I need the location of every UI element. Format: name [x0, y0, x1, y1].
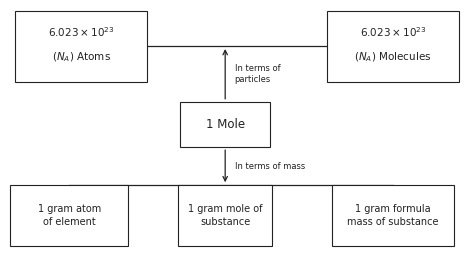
Text: 1 gram mole of
substance: 1 gram mole of substance	[188, 204, 263, 227]
FancyBboxPatch shape	[180, 102, 270, 147]
FancyBboxPatch shape	[178, 185, 273, 246]
FancyBboxPatch shape	[331, 185, 455, 246]
Text: In terms of
particles: In terms of particles	[235, 64, 280, 84]
FancyBboxPatch shape	[327, 11, 459, 82]
Text: 1 gram formula
mass of substance: 1 gram formula mass of substance	[347, 204, 439, 227]
Text: $6.023 \times 10^{23}$: $6.023 \times 10^{23}$	[48, 25, 114, 39]
FancyBboxPatch shape	[15, 11, 147, 82]
Text: $(N_A)$ Atoms: $(N_A)$ Atoms	[52, 51, 110, 64]
FancyBboxPatch shape	[10, 185, 128, 246]
Text: 1 Mole: 1 Mole	[206, 118, 245, 131]
Text: $6.023 \times 10^{23}$: $6.023 \times 10^{23}$	[360, 25, 426, 39]
Text: $(N_A)$ Molecules: $(N_A)$ Molecules	[354, 51, 432, 64]
Text: In terms of mass: In terms of mass	[235, 162, 305, 171]
Text: 1 gram atom
of element: 1 gram atom of element	[37, 204, 101, 227]
